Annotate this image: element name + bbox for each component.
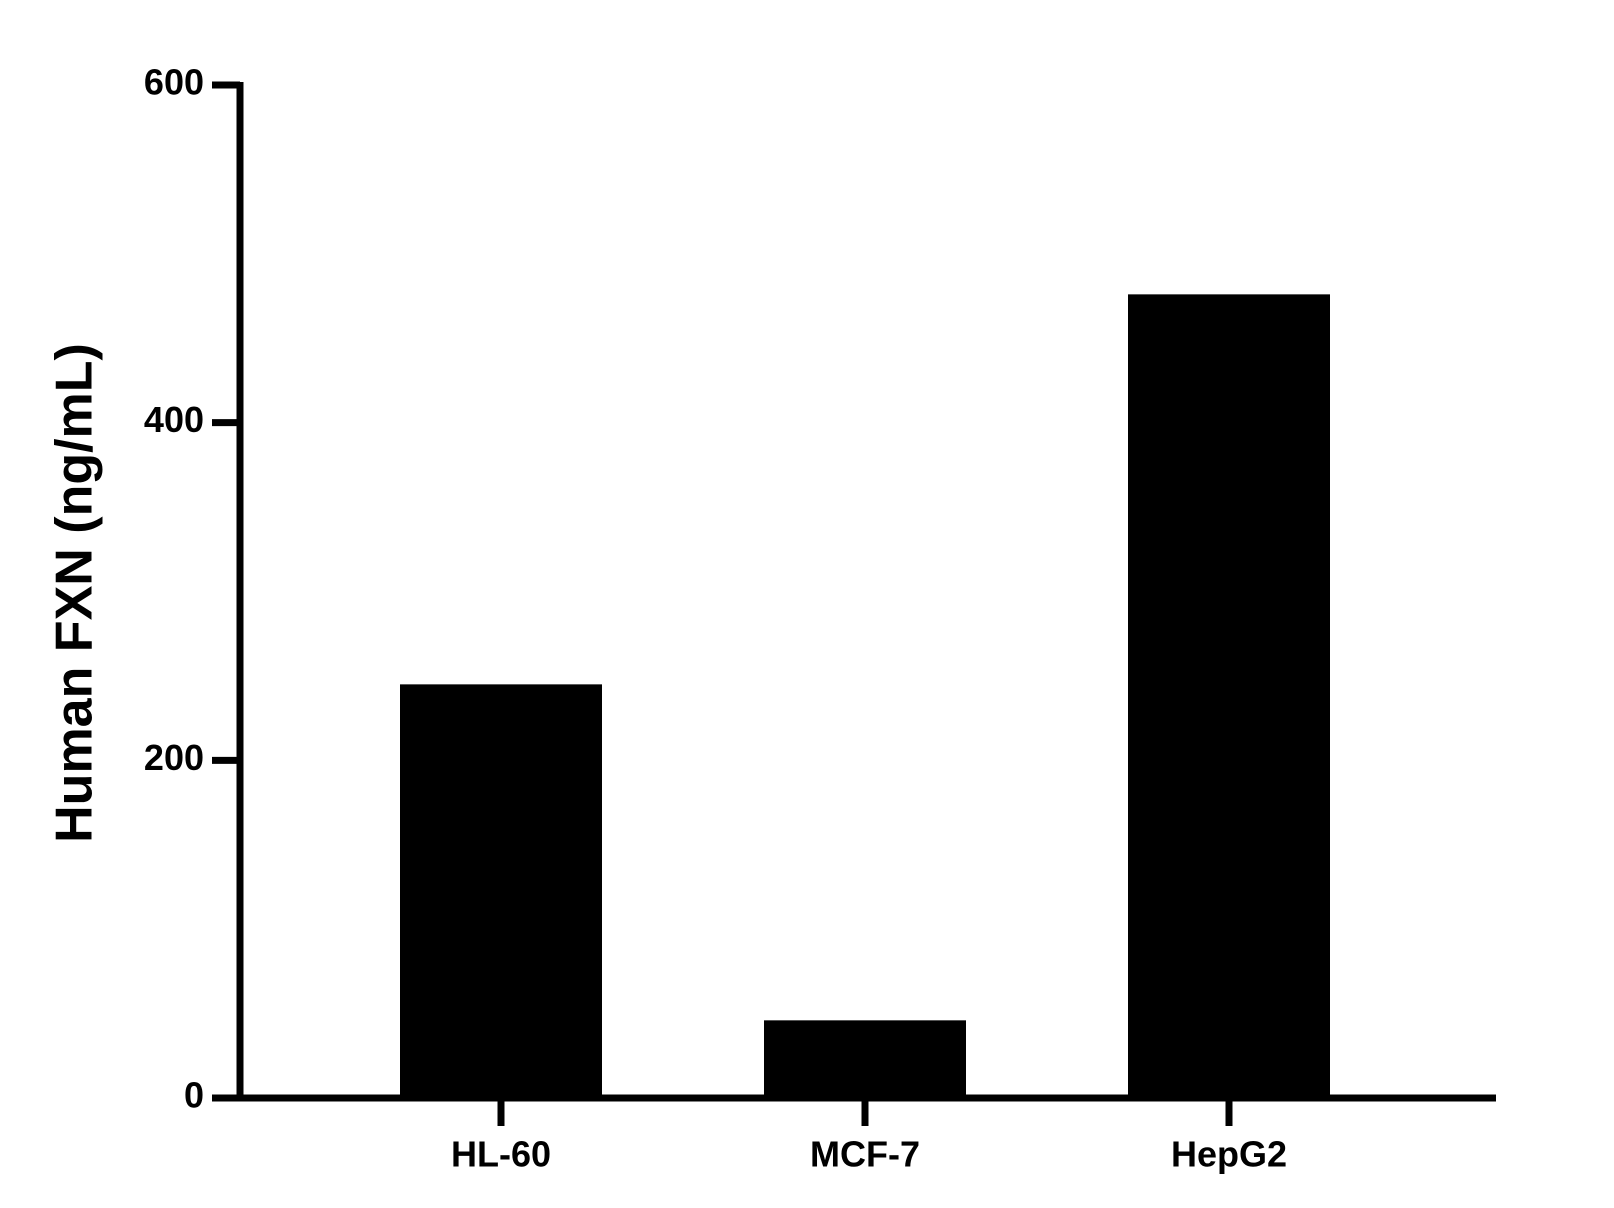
x-tick-label: MCF-7: [810, 1134, 920, 1175]
y-tick-label: 400: [144, 399, 204, 440]
bar: [1128, 294, 1330, 1098]
bar: [400, 684, 602, 1098]
bar: [764, 1020, 966, 1098]
x-tick-label: HL-60: [451, 1134, 551, 1175]
y-axis-title: Human FXN (ng/mL): [46, 343, 104, 843]
y-tick-label: 200: [144, 737, 204, 778]
y-tick-label: 0: [184, 1075, 204, 1116]
y-tick-label: 600: [144, 62, 204, 103]
x-tick-label: HepG2: [1171, 1134, 1287, 1175]
